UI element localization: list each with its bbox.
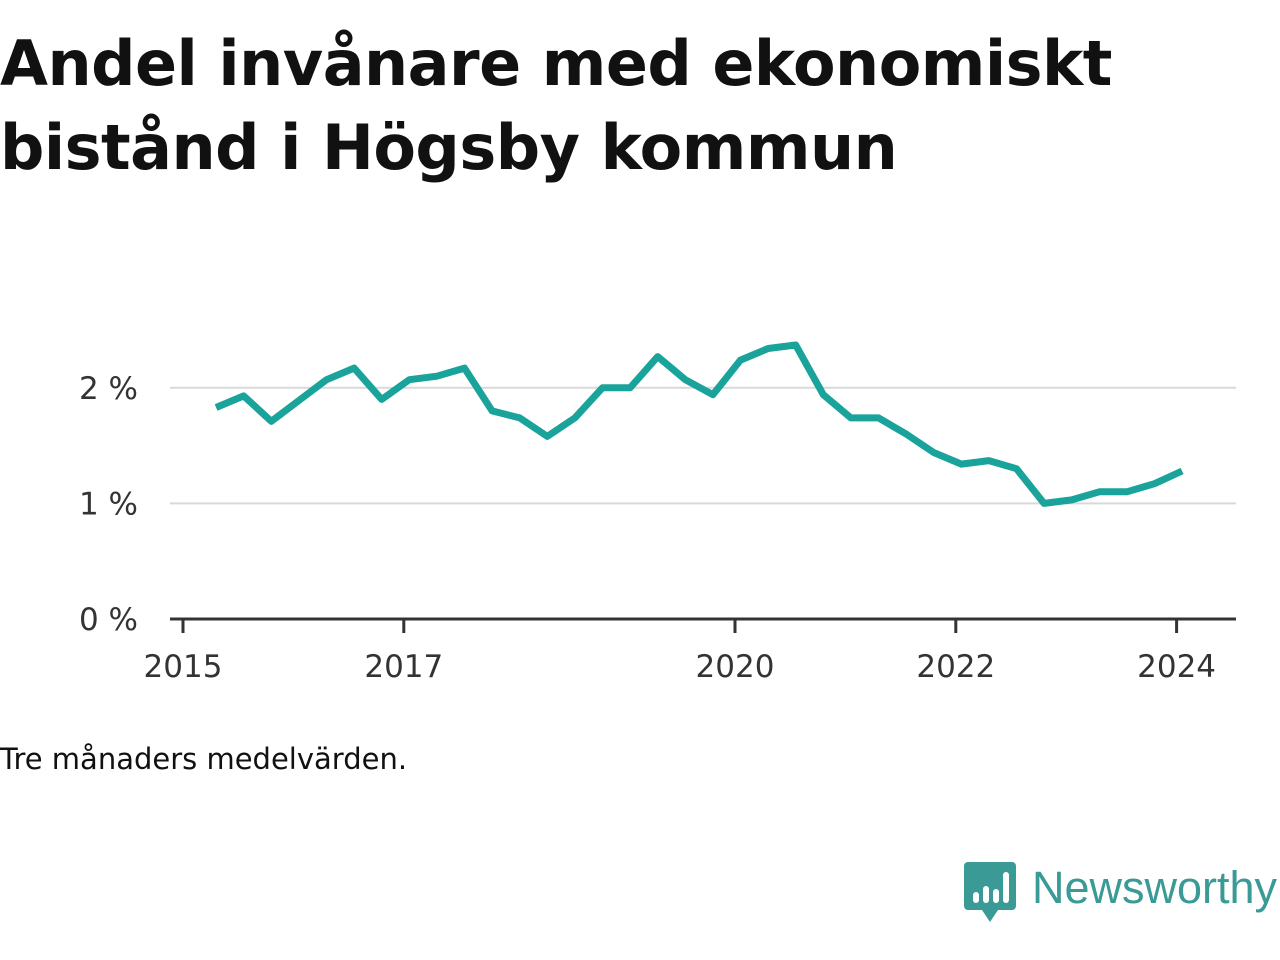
- y-tick-label: 1 %: [79, 486, 138, 522]
- brand-name: Newsworthy: [1032, 862, 1278, 913]
- series-line: [214, 341, 1184, 507]
- y-tick-label: 2 %: [79, 371, 138, 407]
- x-tick-label: 2015: [144, 649, 223, 685]
- gridlines: [170, 386, 1236, 505]
- x-tick-label: 2024: [1137, 649, 1216, 685]
- chart-area: 0 % 1 % 2 % 2015 2017 2020 2022 2024: [79, 341, 1236, 685]
- x-axis-labels: 2015 2017 2020 2022 2024: [144, 649, 1217, 685]
- brand-logo: Newsworthy: [964, 862, 1277, 926]
- newsworthy-logo-icon: [964, 862, 1016, 922]
- x-tick-label: 2017: [364, 649, 443, 685]
- x-axis-ticks: [181, 619, 1179, 633]
- series-group: [214, 341, 1184, 507]
- y-tick-label: 0 %: [79, 602, 138, 638]
- y-axis-labels: 0 % 1 % 2 %: [79, 371, 138, 638]
- chart-title: Andel invånare med ekonomiskt bistånd i …: [0, 27, 1112, 184]
- x-tick-label: 2022: [916, 649, 995, 685]
- x-tick-label: 2020: [696, 649, 775, 685]
- chart-note: Tre månaders medelvärden.: [0, 742, 408, 776]
